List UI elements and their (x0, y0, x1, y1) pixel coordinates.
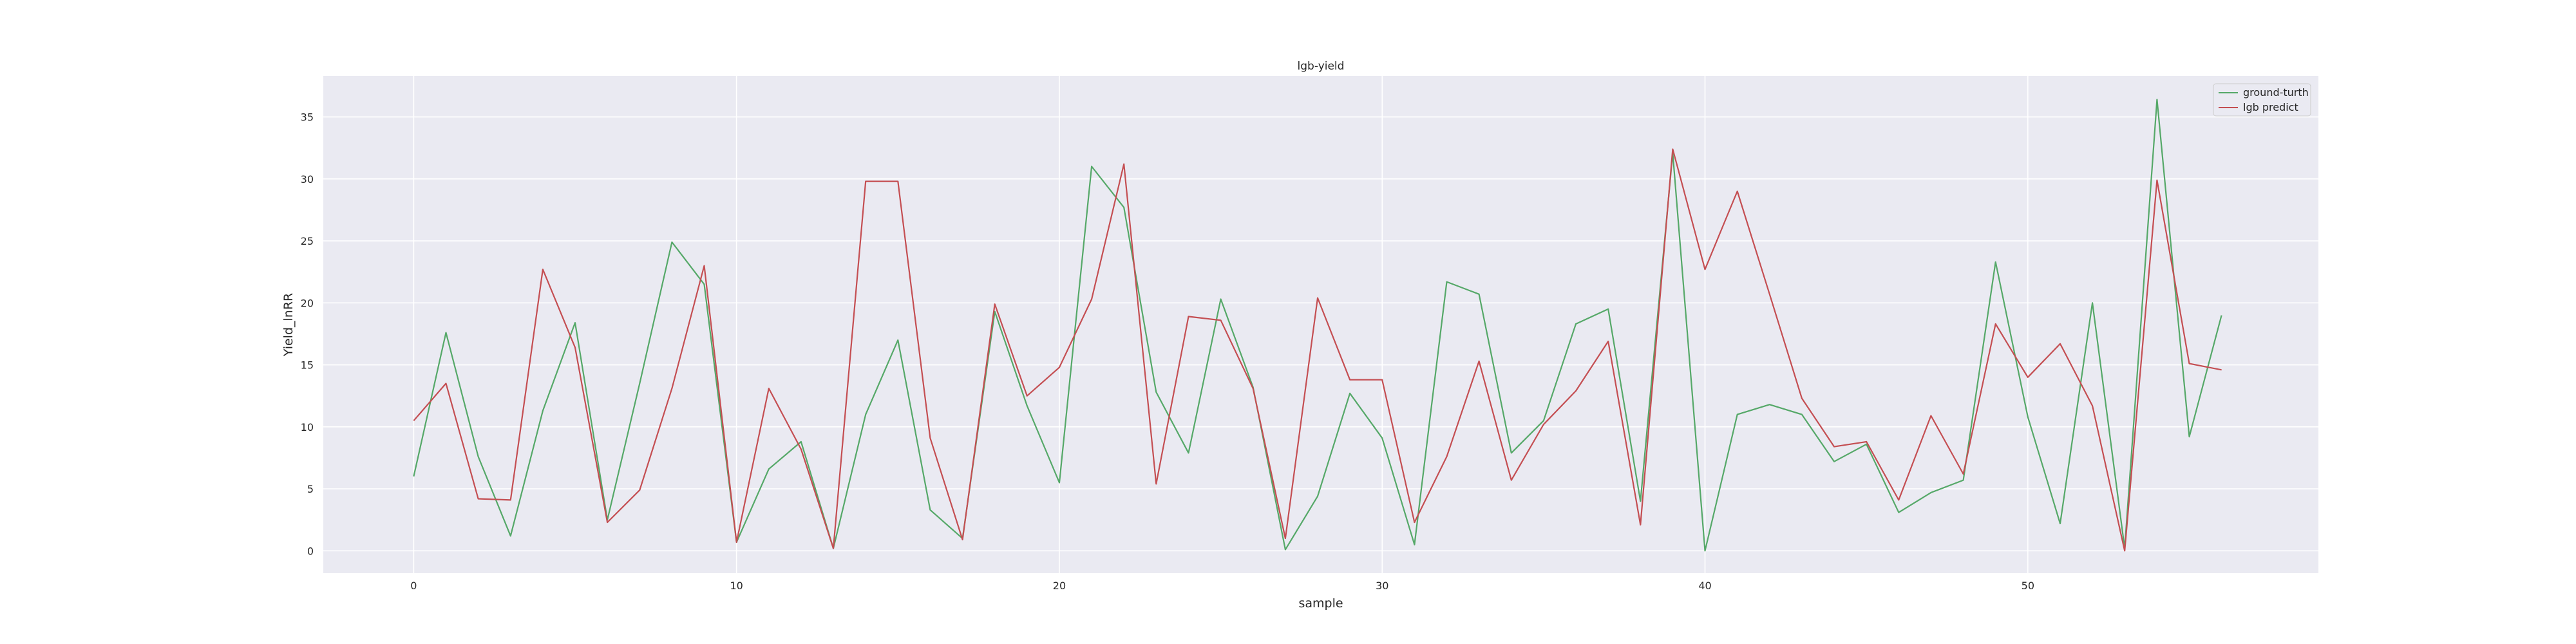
legend-label-lgb-predict: lgb predict (2243, 101, 2298, 113)
x-tick-label: 40 (1698, 580, 1711, 592)
x-tick-label: 10 (730, 580, 743, 592)
y-tick-label: 10 (301, 421, 314, 433)
legend-label-ground-turth: ground-turth (2243, 86, 2309, 99)
x-axis-label: sample (1298, 596, 1343, 611)
series-line-ground-turth (413, 99, 2222, 552)
legend: ground-turth lgb predict (2213, 83, 2311, 117)
y-tick-label: 5 (307, 483, 314, 495)
y-axis-label: Yield_lnRR (281, 293, 296, 357)
y-tick-label: 35 (301, 111, 314, 124)
chart-title: lgb-yield (1298, 60, 1345, 73)
plot-area (323, 76, 2318, 573)
series-line-lgb-predict (413, 148, 2222, 552)
x-tick-label: 0 (410, 580, 417, 592)
y-tick-label: 30 (301, 173, 314, 185)
x-tick-label: 20 (1053, 580, 1066, 592)
gridlines (323, 76, 2318, 573)
x-tick-label: 50 (2022, 580, 2034, 592)
series-lines (413, 99, 2222, 552)
y-tick-label: 0 (307, 545, 314, 557)
x-tick-label: 30 (1376, 580, 1388, 592)
tick-labels: 0 10 20 30 40 50 0 5 10 15 20 25 30 35 (301, 111, 2034, 592)
y-tick-label: 25 (301, 235, 314, 247)
y-tick-label: 15 (301, 359, 314, 372)
y-tick-label: 20 (301, 297, 314, 309)
